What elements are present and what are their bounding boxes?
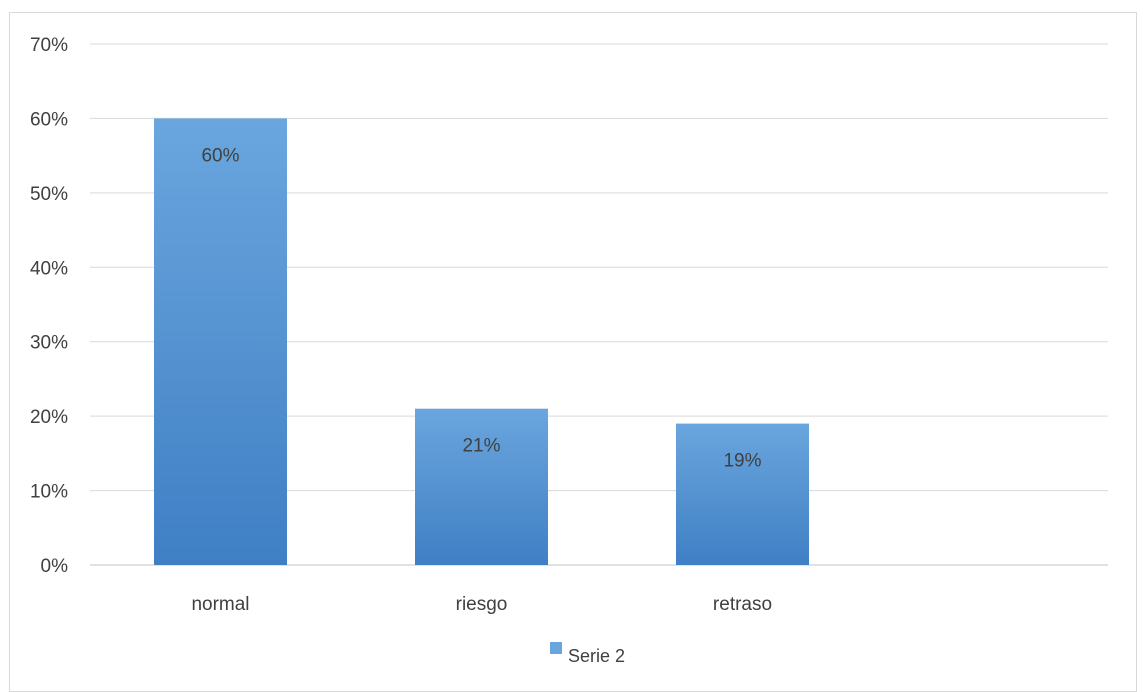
x-label-normal: normal [191, 594, 249, 615]
bar-retraso [676, 423, 809, 565]
y-axis-ticks: 0% 10% 20% 30% 40% 50% 60% 70% [30, 35, 68, 577]
y-tick-label: 10% [30, 482, 68, 503]
data-label-retraso: 19% [723, 451, 761, 472]
y-tick-label: 60% [30, 109, 68, 130]
bar-chart: 0% 10% 20% 30% 40% 50% 60% 70% 60% 21% 19% normal… [30, 35, 1108, 666]
data-label-normal: 60% [201, 145, 239, 166]
x-label-riesgo: riesgo [456, 594, 508, 615]
y-tick-label: 50% [30, 184, 68, 205]
bar-normal [154, 118, 287, 565]
x-axis-labels: normal riesgo retraso [191, 594, 772, 615]
bar-riesgo [415, 408, 548, 565]
y-tick-label: 0% [41, 556, 69, 577]
data-label-riesgo: 21% [462, 436, 500, 457]
y-tick-label: 40% [30, 258, 68, 279]
bars: 60% 21% 19% [154, 118, 809, 565]
y-tick-label: 30% [30, 333, 68, 354]
legend: Serie 2 [550, 642, 625, 666]
y-tick-label: 70% [30, 35, 68, 56]
legend-swatch-serie-2 [550, 642, 562, 654]
y-tick-label: 20% [30, 407, 68, 428]
x-label-retraso: retraso [713, 594, 772, 615]
legend-label-serie-2: Serie 2 [568, 646, 625, 666]
